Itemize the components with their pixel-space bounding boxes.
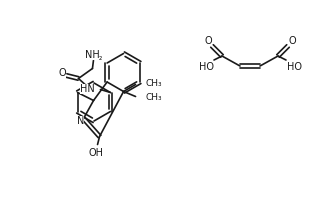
Text: HO: HO: [199, 62, 214, 72]
Text: CH₃: CH₃: [146, 79, 162, 88]
Text: ₂: ₂: [99, 53, 102, 62]
Text: N: N: [77, 115, 84, 125]
Text: HN: HN: [80, 83, 95, 93]
Text: CH₃: CH₃: [146, 93, 162, 102]
Text: NH: NH: [85, 50, 100, 60]
Text: OH: OH: [88, 147, 103, 157]
Text: O: O: [58, 68, 66, 78]
Text: HO: HO: [287, 62, 302, 72]
Text: O: O: [288, 36, 296, 46]
Text: O: O: [204, 36, 212, 46]
